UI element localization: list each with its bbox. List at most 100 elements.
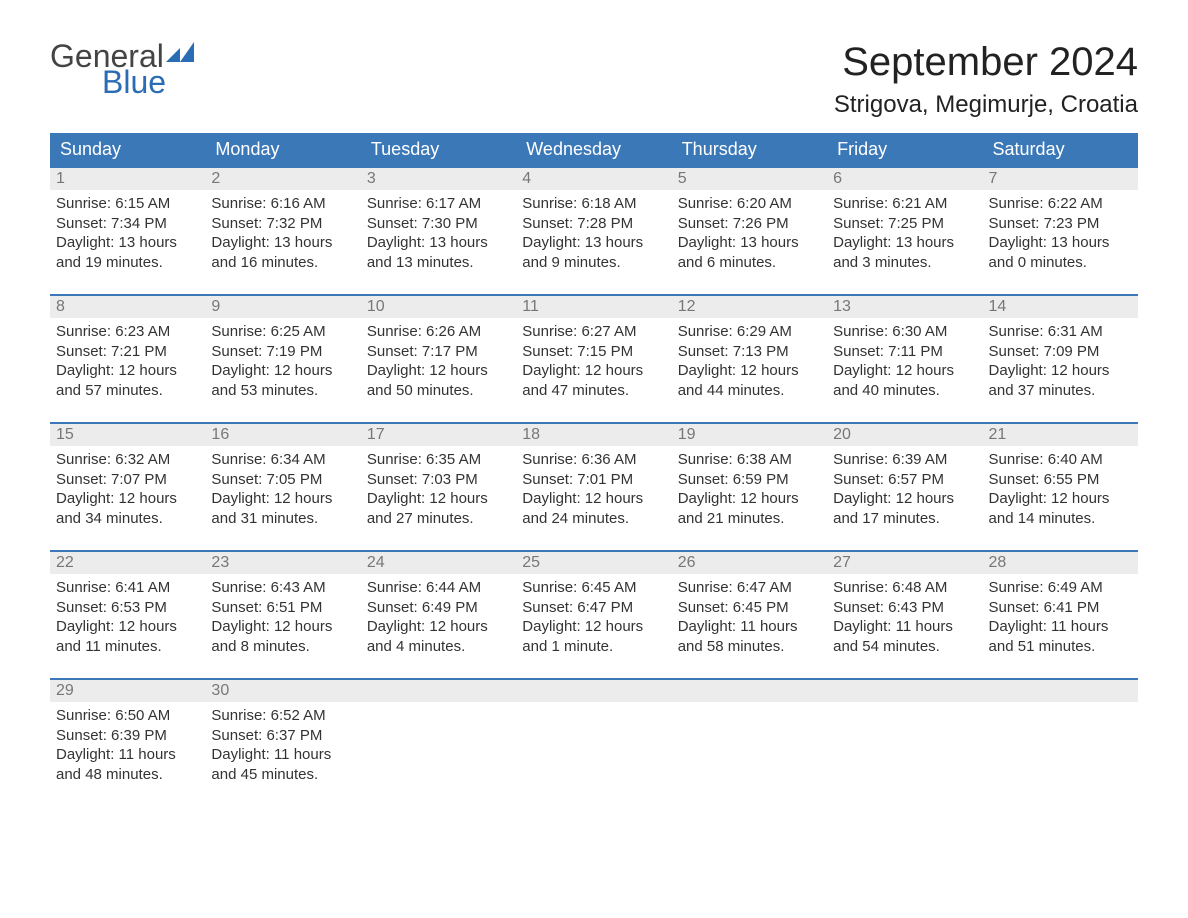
day-daylight1: Daylight: 11 hours <box>989 617 1132 637</box>
day-body: Sunrise: 6:25 AMSunset: 7:19 PMDaylight:… <box>205 318 360 408</box>
day-daylight1: Daylight: 12 hours <box>833 489 976 509</box>
day-cell: 30 Sunrise: 6:52 AMSunset: 6:37 PMDayligh… <box>205 680 360 792</box>
day-sunset: Sunset: 6:53 PM <box>56 598 199 618</box>
day-cell: 5Sunrise: 6:20 AMSunset: 7:26 PMDaylight… <box>672 168 827 280</box>
day-daylight2: and 48 minutes. <box>56 765 199 785</box>
day-daylight2: and 4 minutes. <box>367 637 510 657</box>
day-daylight1: Daylight: 13 hours <box>833 233 976 253</box>
day-cell: 6Sunrise: 6:21 AMSunset: 7:25 PMDaylight… <box>827 168 982 280</box>
day-sunset: Sunset: 7:17 PM <box>367 342 510 362</box>
dow-saturday: Saturday <box>983 133 1138 166</box>
day-daylight1: Daylight: 13 hours <box>56 233 199 253</box>
day-daylight1: Daylight: 11 hours <box>56 745 199 765</box>
day-body <box>983 702 1138 714</box>
day-body: Sunrise: 6:23 AMSunset: 7:21 PMDaylight:… <box>50 318 205 408</box>
day-sunrise: Sunrise: 6:35 AM <box>367 450 510 470</box>
dow-tuesday: Tuesday <box>361 133 516 166</box>
day-sunrise: Sunrise: 6:17 AM <box>367 194 510 214</box>
day-sunset: Sunset: 7:34 PM <box>56 214 199 234</box>
day-daylight2: and 17 minutes. <box>833 509 976 529</box>
day-number: 2 <box>205 168 360 190</box>
day-sunrise: Sunrise: 6:29 AM <box>678 322 821 342</box>
day-sunset: Sunset: 7:30 PM <box>367 214 510 234</box>
day-daylight1: Daylight: 12 hours <box>989 361 1132 381</box>
day-body <box>516 702 671 714</box>
day-body: Sunrise: 6:45 AMSunset: 6:47 PMDaylight:… <box>516 574 671 664</box>
day-number: 6 <box>827 168 982 190</box>
day-number: 7 <box>983 168 1138 190</box>
day-cell: 7Sunrise: 6:22 AMSunset: 7:23 PMDaylight… <box>983 168 1138 280</box>
day-number: 30 <box>205 680 360 702</box>
day-cell: 25Sunrise: 6:45 AMSunset: 6:47 PMDayligh… <box>516 552 671 664</box>
day-cell <box>983 680 1138 792</box>
day-body: Sunrise: 6:17 AMSunset: 7:30 PMDaylight:… <box>361 190 516 280</box>
day-number: 18 <box>516 424 671 446</box>
day-sunset: Sunset: 6:45 PM <box>678 598 821 618</box>
week-row: 15Sunrise: 6:32 AMSunset: 7:07 PMDayligh… <box>50 422 1138 536</box>
day-body: Sunrise: 6:48 AMSunset: 6:43 PMDaylight:… <box>827 574 982 664</box>
day-body: Sunrise: 6:39 AMSunset: 6:57 PMDaylight:… <box>827 446 982 536</box>
day-number: 24 <box>361 552 516 574</box>
day-number <box>516 680 671 702</box>
day-daylight2: and 11 minutes. <box>56 637 199 657</box>
day-cell <box>516 680 671 792</box>
day-daylight2: and 37 minutes. <box>989 381 1132 401</box>
day-cell: 11Sunrise: 6:27 AMSunset: 7:15 PMDayligh… <box>516 296 671 408</box>
day-number: 20 <box>827 424 982 446</box>
day-sunset: Sunset: 6:37 PM <box>211 726 354 746</box>
day-sunset: Sunset: 6:47 PM <box>522 598 665 618</box>
day-sunset: Sunset: 6:49 PM <box>367 598 510 618</box>
day-number: 3 <box>361 168 516 190</box>
day-daylight2: and 58 minutes. <box>678 637 821 657</box>
day-number: 5 <box>672 168 827 190</box>
day-cell: 22Sunrise: 6:41 AMSunset: 6:53 PMDayligh… <box>50 552 205 664</box>
day-body <box>361 702 516 714</box>
day-body: Sunrise: 6:27 AMSunset: 7:15 PMDaylight:… <box>516 318 671 408</box>
day-daylight1: Daylight: 12 hours <box>211 361 354 381</box>
day-body: Sunrise: 6:36 AMSunset: 7:01 PMDaylight:… <box>516 446 671 536</box>
day-daylight2: and 16 minutes. <box>211 253 354 273</box>
day-daylight1: Daylight: 13 hours <box>522 233 665 253</box>
day-sunrise: Sunrise: 6:52 AM <box>211 706 354 726</box>
day-sunset: Sunset: 7:09 PM <box>989 342 1132 362</box>
day-number: 25 <box>516 552 671 574</box>
day-body: Sunrise: 6:44 AMSunset: 6:49 PMDaylight:… <box>361 574 516 664</box>
day-sunrise: Sunrise: 6:36 AM <box>522 450 665 470</box>
day-daylight2: and 9 minutes. <box>522 253 665 273</box>
day-sunrise: Sunrise: 6:34 AM <box>211 450 354 470</box>
day-daylight2: and 44 minutes. <box>678 381 821 401</box>
day-number: 4 <box>516 168 671 190</box>
day-sunset: Sunset: 6:39 PM <box>56 726 199 746</box>
day-sunrise: Sunrise: 6:21 AM <box>833 194 976 214</box>
day-sunset: Sunset: 6:57 PM <box>833 470 976 490</box>
day-cell <box>827 680 982 792</box>
day-sunrise: Sunrise: 6:49 AM <box>989 578 1132 598</box>
day-sunrise: Sunrise: 6:43 AM <box>211 578 354 598</box>
day-daylight1: Daylight: 12 hours <box>367 617 510 637</box>
day-body: Sunrise: 6:49 AMSunset: 6:41 PMDaylight:… <box>983 574 1138 664</box>
day-daylight2: and 51 minutes. <box>989 637 1132 657</box>
week-row: 22Sunrise: 6:41 AMSunset: 6:53 PMDayligh… <box>50 550 1138 664</box>
day-sunset: Sunset: 7:28 PM <box>522 214 665 234</box>
day-sunset: Sunset: 7:23 PM <box>989 214 1132 234</box>
day-daylight1: Daylight: 11 hours <box>211 745 354 765</box>
title-block: September 2024 Strigova, Megimurje, Croa… <box>834 40 1138 119</box>
day-cell: 29Sunrise: 6:50 AMSunset: 6:39 PMDayligh… <box>50 680 205 792</box>
day-body <box>672 702 827 714</box>
day-daylight1: Daylight: 12 hours <box>678 489 821 509</box>
day-sunset: Sunset: 7:13 PM <box>678 342 821 362</box>
day-body: Sunrise: 6:41 AMSunset: 6:53 PMDaylight:… <box>50 574 205 664</box>
day-cell: 4Sunrise: 6:18 AMSunset: 7:28 PMDaylight… <box>516 168 671 280</box>
day-daylight2: and 21 minutes. <box>678 509 821 529</box>
day-body: Sunrise: 6:21 AMSunset: 7:25 PMDaylight:… <box>827 190 982 280</box>
day-cell: 21Sunrise: 6:40 AMSunset: 6:55 PMDayligh… <box>983 424 1138 536</box>
day-daylight1: Daylight: 12 hours <box>522 617 665 637</box>
day-number: 10 <box>361 296 516 318</box>
day-cell: 1Sunrise: 6:15 AMSunset: 7:34 PMDaylight… <box>50 168 205 280</box>
day-daylight2: and 54 minutes. <box>833 637 976 657</box>
day-daylight2: and 45 minutes. <box>211 765 354 785</box>
day-cell: 19Sunrise: 6:38 AMSunset: 6:59 PMDayligh… <box>672 424 827 536</box>
day-daylight2: and 57 minutes. <box>56 381 199 401</box>
day-daylight1: Daylight: 13 hours <box>367 233 510 253</box>
day-body: Sunrise: 6:43 AMSunset: 6:51 PMDaylight:… <box>205 574 360 664</box>
